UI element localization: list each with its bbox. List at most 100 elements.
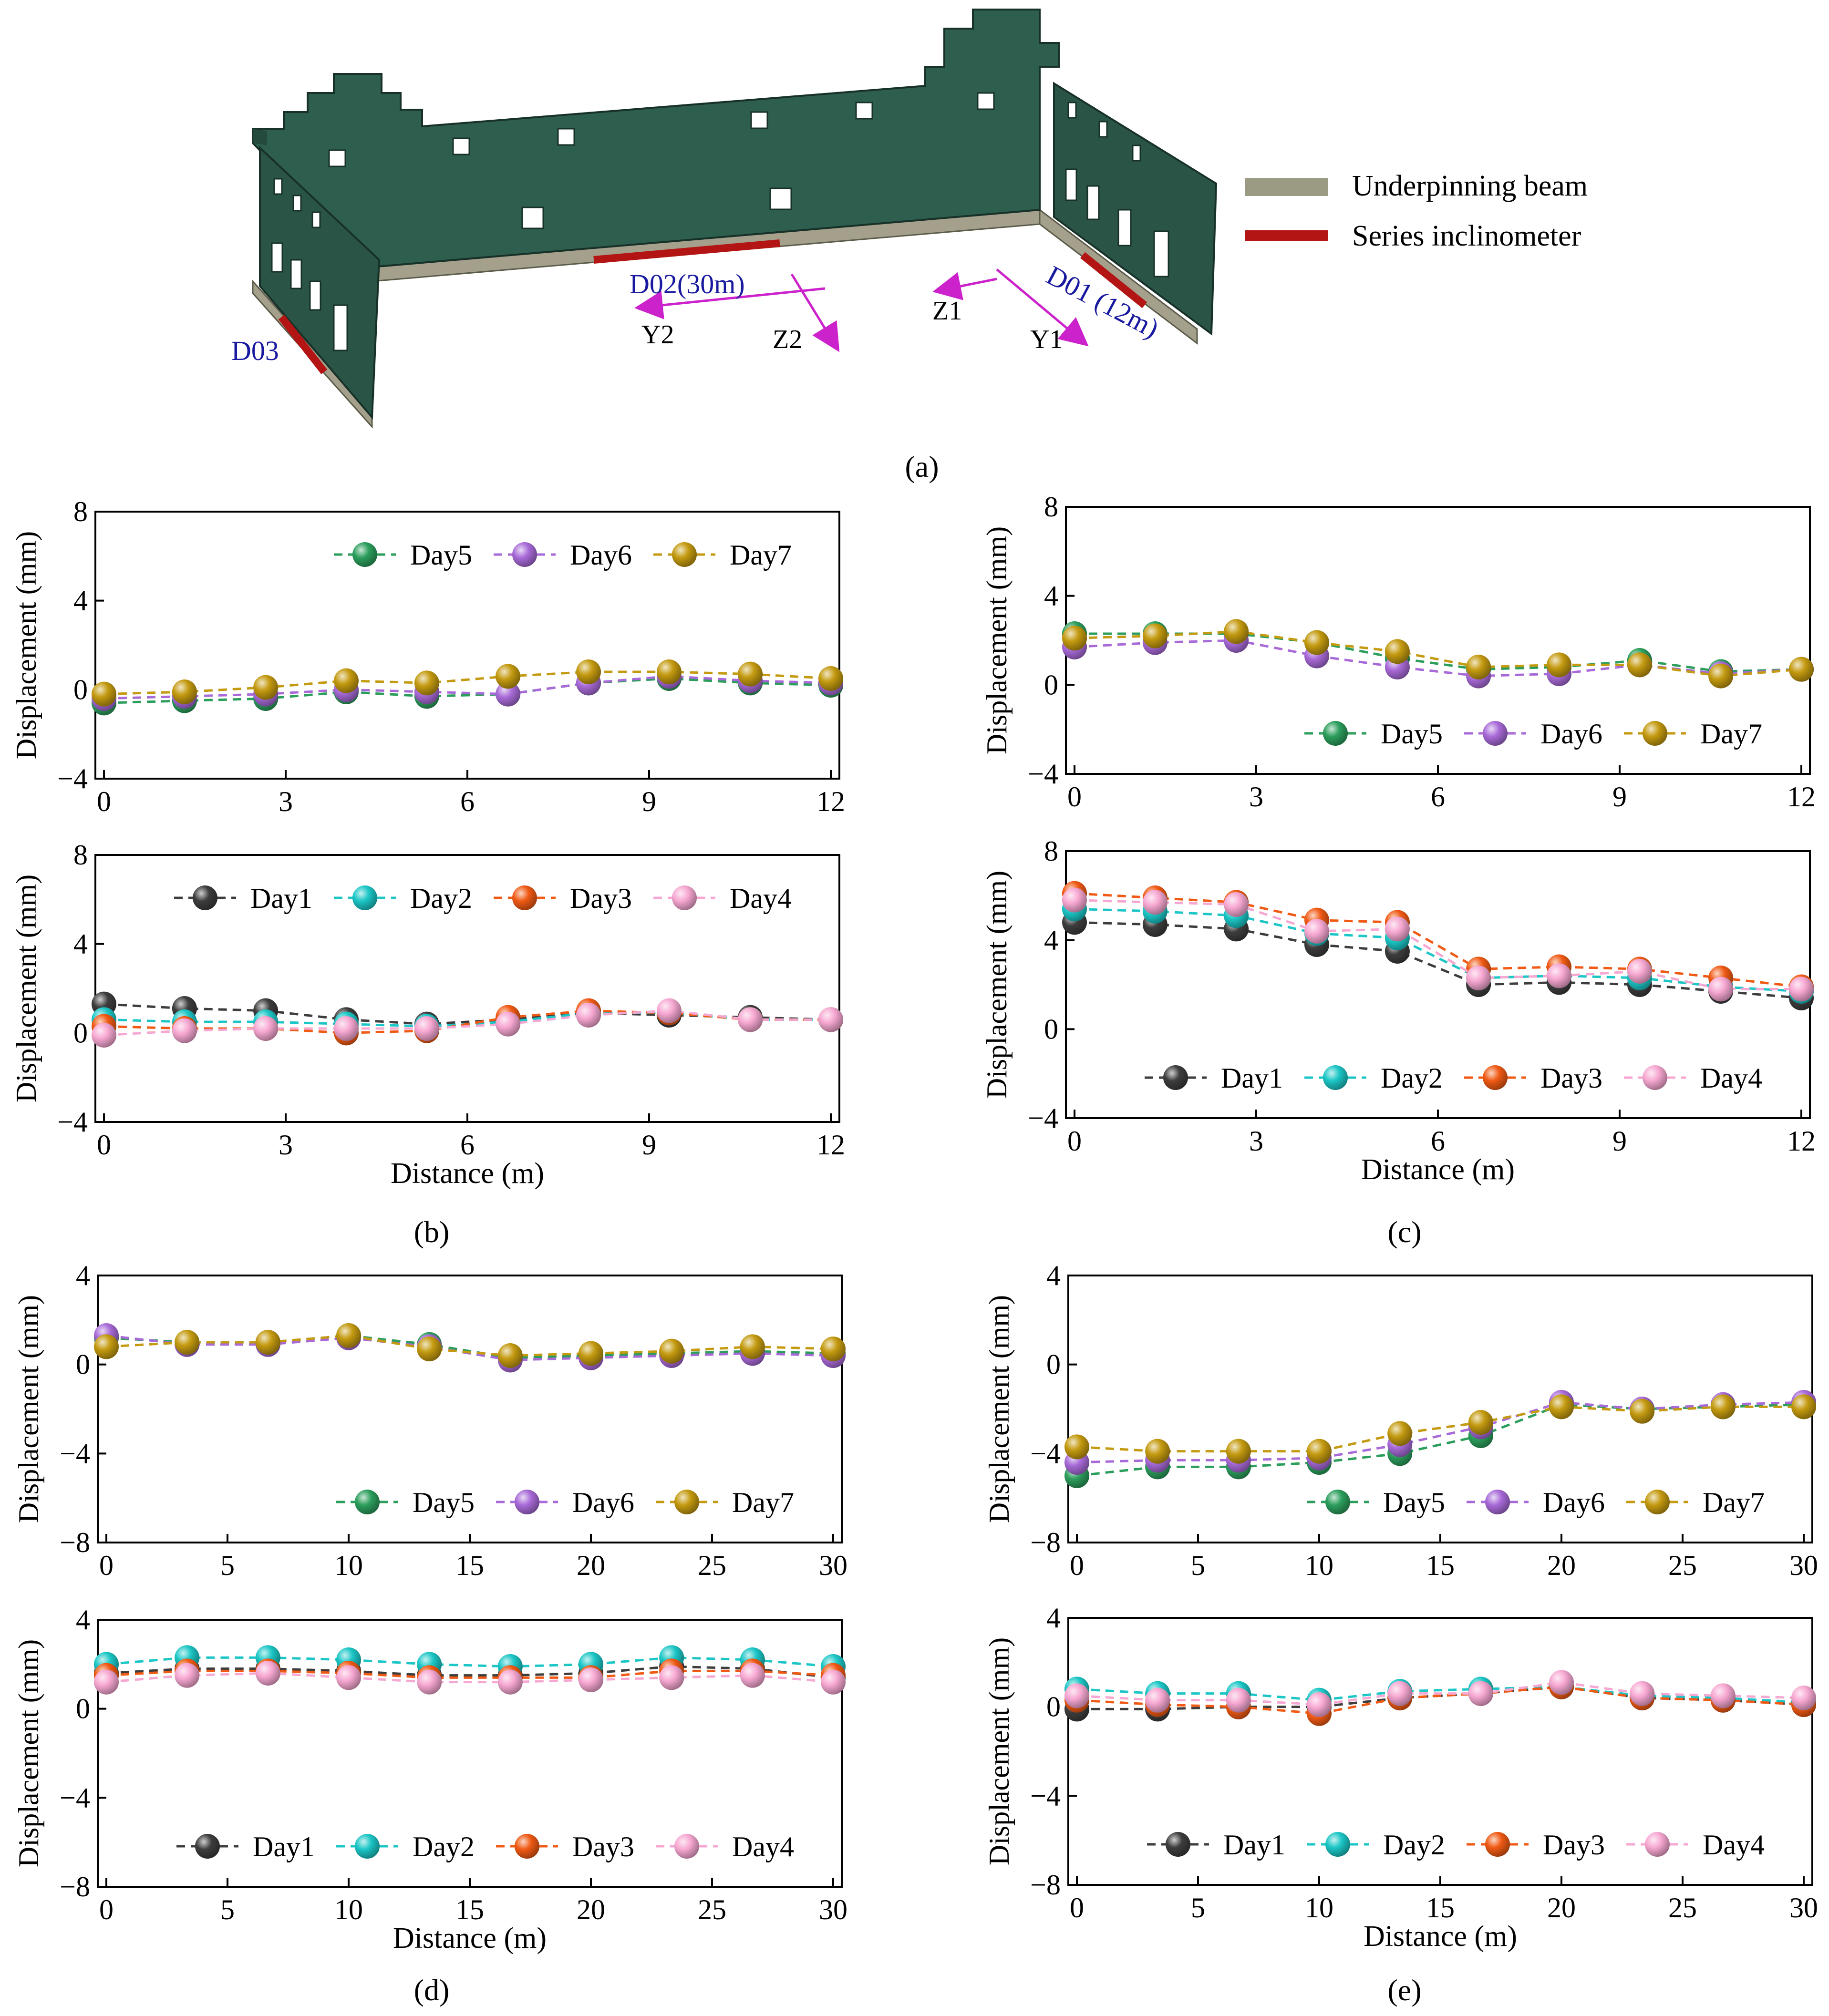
y-tick-label: −4	[60, 1782, 90, 1813]
x-tick-label: 10	[334, 1894, 363, 1925]
data-point	[1226, 1439, 1251, 1464]
right-wall-windows	[1065, 102, 1169, 278]
series-line	[1076, 1401, 1804, 1464]
y-tick-label: 4	[76, 1260, 90, 1291]
x-tick-label: 30	[1789, 1892, 1818, 1923]
y-tick-label: −8	[60, 1527, 90, 1558]
x-tick-label: 0	[99, 1550, 114, 1581]
x-tick-label: 20	[577, 1550, 605, 1581]
legend: Day5 Day6 Day7	[336, 1487, 794, 1518]
data-point	[738, 661, 763, 687]
data-point	[1630, 1399, 1655, 1424]
data-point	[496, 664, 521, 689]
x-axis-label: Distance (m)	[393, 1922, 547, 1954]
legend-marker	[1485, 1832, 1510, 1857]
y-axis-label: Displacement (mm)	[13, 1639, 44, 1867]
series-day2	[92, 1000, 843, 1039]
y-tick-label: 4	[1044, 580, 1058, 612]
x-tick-label: 6	[1431, 1125, 1445, 1157]
x-tick-label: 10	[1305, 1550, 1333, 1581]
legend-beam-label: Underpinning beam	[1352, 170, 1588, 202]
y-tick-label: 0	[76, 1349, 90, 1380]
legend-label: Day2	[1383, 1829, 1445, 1861]
x-tick-label: 10	[334, 1550, 363, 1581]
legend-label: Day4	[732, 1831, 794, 1862]
y-axis-label: Displacement (mm)	[981, 526, 1013, 754]
legend-marker	[1325, 1490, 1350, 1514]
legend-label: Day1	[1223, 1829, 1285, 1861]
arrow-y2	[634, 287, 826, 319]
legend-marker	[1325, 1832, 1350, 1857]
x-tick-label: 15	[455, 1894, 484, 1925]
data-point	[821, 1669, 846, 1695]
y-tick-label: 4	[1046, 1260, 1061, 1291]
x-tick-label: 12	[816, 786, 845, 817]
underpinning-beam-right	[1039, 208, 1198, 345]
data-point	[1064, 1434, 1089, 1460]
series-line	[103, 675, 831, 700]
x-tick-label: 0	[97, 1129, 111, 1161]
x-axis-label: Distance (m)	[1361, 1153, 1515, 1186]
legend-label: Day5	[410, 539, 472, 571]
data-point	[1791, 1686, 1816, 1710]
series-line	[1074, 899, 1801, 990]
data-point	[414, 670, 439, 696]
label-d02: D02(30m)	[630, 268, 745, 299]
x-tick-label: 12	[816, 1129, 845, 1161]
data-point	[1145, 1439, 1170, 1464]
data-point	[334, 668, 359, 693]
data-point	[1142, 623, 1168, 648]
series-day3	[1062, 881, 1814, 999]
data-point	[1549, 1394, 1574, 1419]
inclinometer-d01	[1080, 252, 1147, 309]
x-tick-label: 12	[1787, 781, 1816, 813]
data-point	[1304, 919, 1329, 944]
legend-label: Day7	[732, 1487, 794, 1518]
x-tick-label: 25	[698, 1894, 726, 1925]
x-tick-label: 6	[460, 1129, 475, 1161]
x-tick-label: 9	[642, 1129, 656, 1161]
caption-e: (e)	[1387, 1973, 1421, 2007]
data-point	[659, 1665, 684, 1690]
data-point	[1549, 1670, 1574, 1695]
x-tick-label: 20	[577, 1894, 605, 1925]
label-z2: Z2	[773, 325, 802, 354]
legend-label: Day6	[572, 1487, 634, 1518]
series-day5	[1062, 621, 1814, 684]
legend-marker	[515, 1834, 539, 1859]
y-tick-label: 8	[73, 839, 88, 871]
legend-label: Day1	[253, 1831, 315, 1862]
legend-marker	[1163, 1065, 1188, 1090]
legend-label: Day2	[1381, 1062, 1443, 1094]
series-line	[106, 1334, 834, 1357]
data-point	[576, 1003, 601, 1028]
y-tick-label: −4	[60, 1438, 90, 1469]
legend-label: Day3	[572, 1831, 634, 1862]
series-line	[1074, 921, 1802, 999]
chart-b-top: 0 3 6 9 12 −4 0 4 8 Displacement (mm) Day5 Day6 Day7	[10, 496, 845, 817]
x-tick-label: 6	[1431, 781, 1445, 813]
series-line	[1076, 1403, 1804, 1477]
x-tick-label: 0	[97, 786, 111, 817]
legend-marker	[672, 885, 697, 910]
caption-a: (a)	[905, 450, 939, 483]
x-tick-label: 20	[1547, 1892, 1576, 1923]
data-point	[1304, 630, 1329, 655]
legend-marker	[512, 542, 537, 567]
data-point	[1385, 916, 1410, 942]
y-tick-label: 0	[73, 1017, 88, 1049]
legend-label: Day1	[250, 883, 312, 914]
data-point	[1630, 1681, 1655, 1706]
x-tick-label: 25	[698, 1550, 726, 1581]
data-point	[417, 1337, 442, 1361]
x-tick-label: 3	[1249, 1125, 1263, 1157]
data-point	[656, 998, 682, 1023]
x-tick-label: 15	[1426, 1892, 1455, 1923]
x-tick-label: 0	[1067, 1125, 1082, 1157]
data-point	[336, 1323, 361, 1348]
legend-label: Day3	[1543, 1829, 1605, 1861]
series-line	[1076, 1686, 1804, 1715]
legend-marker	[195, 1834, 220, 1859]
left-wall-windows	[271, 178, 348, 351]
inclinometer-d03	[278, 315, 328, 374]
